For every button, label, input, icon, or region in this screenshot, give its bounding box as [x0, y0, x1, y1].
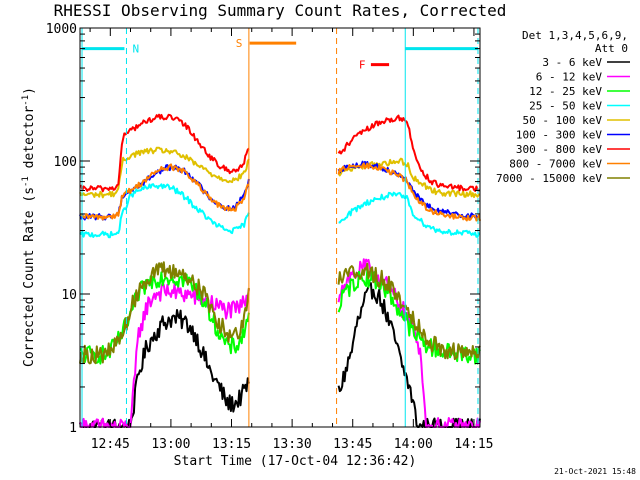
chart-title: RHESSI Observing Summary Count Rates, Co… [54, 1, 507, 20]
legend-label: 800 - 7000 keV [509, 158, 602, 171]
series-line [337, 162, 481, 222]
legend-label: 7000 - 15000 keV [496, 172, 602, 185]
series-line [79, 309, 250, 428]
x-tick-label: 13:45 [333, 437, 372, 452]
series-line [337, 262, 481, 361]
series-7 [79, 162, 481, 222]
marker-label: F [359, 59, 366, 72]
marker-n2 [404, 28, 479, 427]
legend-label: 100 - 300 keV [516, 129, 602, 142]
y-tick-label: 1000 [46, 22, 77, 37]
marker-label: S [236, 37, 243, 50]
y-tick-label: 10 [61, 288, 77, 303]
series-line [337, 114, 481, 192]
y-axis-label-part: Corrected Count Rate (s [22, 187, 37, 367]
y-axis-label-sup: -1 [21, 176, 31, 187]
legend: Det 1,3,4,5,6,9, Att 0 3 - 6 keV 6 - 12 k… [496, 29, 630, 185]
x-tick-label: 12:45 [91, 437, 130, 452]
series-line [337, 160, 481, 220]
marker-label: N [132, 43, 139, 56]
y-tick-label: 1 [69, 421, 77, 436]
marker-s: S [236, 28, 338, 427]
y-axis-label-part: ) [22, 87, 37, 95]
series-line [79, 281, 250, 428]
y-axis-label-sup: -1 [21, 95, 31, 106]
x-tick-label: 13:30 [273, 437, 312, 452]
series-8 [79, 261, 481, 365]
marker-n: N [81, 28, 139, 427]
legend-header: Det 1,3,4,5,6,9, [522, 29, 628, 42]
series-line [337, 282, 481, 428]
x-tick-label: 14:15 [454, 437, 493, 452]
series-3 [79, 183, 481, 239]
marker-f: F [359, 59, 390, 72]
series-6 [79, 113, 481, 193]
y-tick-label: 100 [54, 155, 77, 170]
y-axis-label-part: detector [22, 106, 37, 177]
series-line [79, 113, 250, 193]
svg-text:Corrected Count Rate (s-1 dete: Corrected Count Rate (s-1 detector-1) [21, 87, 37, 367]
legend-header: Att 0 [595, 42, 628, 55]
y-axis-label: Corrected Count Rate (s-1 detector-1) [21, 87, 37, 367]
legend-label: 3 - 6 keV [542, 56, 602, 69]
series-line [79, 163, 250, 221]
x-tick-label: 13:00 [151, 437, 190, 452]
series-line [79, 261, 250, 365]
plot-frame [79, 27, 481, 428]
series-line [79, 183, 250, 239]
x-axis-label: Start Time (17-Oct-04 12:36:42) [174, 454, 417, 469]
legend-label: 300 - 800 keV [516, 143, 602, 156]
series-line [338, 191, 481, 238]
legend-label: 50 - 100 keV [523, 114, 603, 127]
legend-label: 25 - 50 keV [529, 100, 602, 113]
x-tick-label: 13:15 [212, 437, 251, 452]
series-0 [79, 282, 481, 428]
series-line [79, 146, 250, 199]
x-tick-label: 14:00 [394, 437, 433, 452]
footer-date: 21-Oct-2021 15:48 [554, 467, 636, 476]
legend-label: 6 - 12 keV [536, 71, 603, 84]
legend-label: 12 - 25 keV [529, 85, 602, 98]
